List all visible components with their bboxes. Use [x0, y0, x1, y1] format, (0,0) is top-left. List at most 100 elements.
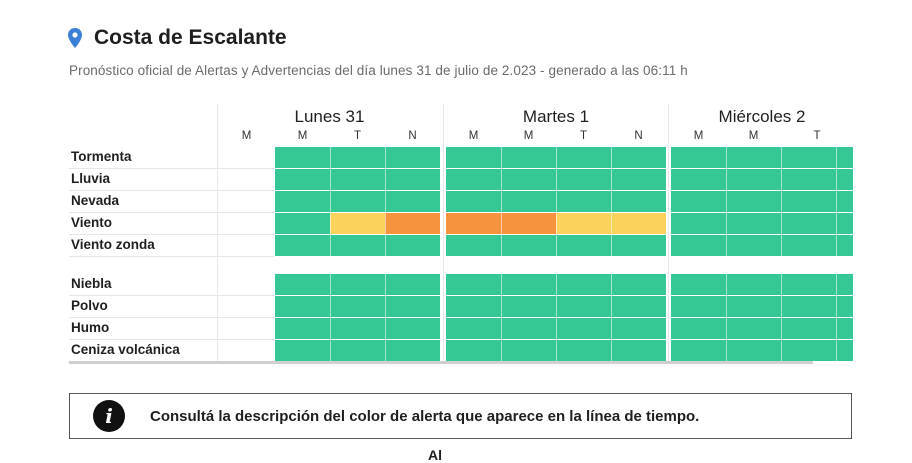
alert-cell[interactable] [275, 191, 330, 212]
slot-separator [611, 274, 612, 361]
alert-cell[interactable] [781, 147, 853, 168]
alert-cell[interactable] [385, 318, 440, 339]
alert-cell[interactable] [611, 213, 666, 234]
alert-cell[interactable] [781, 169, 853, 190]
alert-cell[interactable] [275, 147, 330, 168]
row-label: Lluvia [71, 171, 111, 186]
alert-cell[interactable] [726, 340, 781, 361]
alert-cell[interactable] [501, 213, 556, 234]
alert-cell[interactable] [726, 235, 781, 256]
alert-cell[interactable] [781, 296, 853, 317]
alert-cell[interactable] [385, 169, 440, 190]
alert-cell[interactable] [446, 169, 501, 190]
alert-cell[interactable] [501, 274, 556, 295]
alert-cell[interactable] [556, 235, 611, 256]
info-icon: i [93, 400, 125, 432]
alert-cell[interactable] [446, 318, 501, 339]
alert-cell[interactable] [671, 213, 726, 234]
alert-cell[interactable] [330, 340, 385, 361]
alert-cell[interactable] [781, 274, 853, 295]
alert-cell[interactable] [330, 296, 385, 317]
alert-cell[interactable] [611, 147, 666, 168]
alert-cell[interactable] [385, 296, 440, 317]
alert-cell[interactable] [611, 296, 666, 317]
alert-cell[interactable] [781, 318, 853, 339]
alert-cell[interactable] [671, 191, 726, 212]
alert-cell[interactable] [385, 235, 440, 256]
alert-cell[interactable] [556, 213, 611, 234]
alert-cell[interactable] [556, 274, 611, 295]
alert-cell[interactable] [781, 213, 853, 234]
alert-cell[interactable] [611, 318, 666, 339]
slot-label: T [353, 130, 362, 142]
alert-cell[interactable] [330, 169, 385, 190]
alert-cell[interactable] [611, 274, 666, 295]
alert-cell[interactable] [446, 340, 501, 361]
alert-cell[interactable] [275, 235, 330, 256]
alert-cell[interactable] [556, 147, 611, 168]
alert-cell[interactable] [446, 274, 501, 295]
alert-cell[interactable] [275, 340, 330, 361]
alert-cell[interactable] [275, 213, 330, 234]
alert-cell[interactable] [726, 213, 781, 234]
alert-cell[interactable] [726, 296, 781, 317]
alert-cell[interactable] [501, 318, 556, 339]
row-divider [69, 212, 274, 213]
alert-cell[interactable] [671, 274, 726, 295]
row-divider [69, 168, 274, 169]
alert-cell[interactable] [385, 191, 440, 212]
alert-cell[interactable] [446, 147, 501, 168]
alert-cell[interactable] [385, 147, 440, 168]
alert-cell[interactable] [671, 169, 726, 190]
alert-cell[interactable] [330, 318, 385, 339]
alert-cell[interactable] [611, 169, 666, 190]
alert-cell[interactable] [556, 318, 611, 339]
row-label: Nevada [71, 193, 120, 208]
alert-cell[interactable] [726, 147, 781, 168]
alert-cell[interactable] [385, 213, 440, 234]
alert-cell[interactable] [501, 296, 556, 317]
alert-cell[interactable] [501, 235, 556, 256]
alert-cell[interactable] [671, 340, 726, 361]
alert-cell[interactable] [611, 235, 666, 256]
alert-cell[interactable] [501, 340, 556, 361]
alert-cell[interactable] [556, 191, 611, 212]
alert-cell[interactable] [330, 274, 385, 295]
alert-cell[interactable] [781, 191, 853, 212]
alert-cell[interactable] [446, 213, 501, 234]
row-label: Tormenta [71, 149, 132, 164]
alert-cell[interactable] [501, 147, 556, 168]
alert-cell[interactable] [446, 296, 501, 317]
alert-cell[interactable] [385, 340, 440, 361]
alert-cell[interactable] [781, 235, 853, 256]
alert-cell[interactable] [611, 191, 666, 212]
alert-cell[interactable] [275, 274, 330, 295]
alert-cell[interactable] [330, 213, 385, 234]
alert-cell[interactable] [726, 318, 781, 339]
alert-cell[interactable] [330, 191, 385, 212]
alert-cell[interactable] [446, 235, 501, 256]
alert-cell[interactable] [556, 296, 611, 317]
alert-cell[interactable] [501, 169, 556, 190]
alert-cell[interactable] [611, 340, 666, 361]
alert-cell[interactable] [275, 169, 330, 190]
timeline-scrollbar[interactable] [69, 361, 813, 364]
alert-cell[interactable] [671, 147, 726, 168]
alert-cell[interactable] [671, 318, 726, 339]
alert-cell[interactable] [726, 191, 781, 212]
alert-cell[interactable] [501, 191, 556, 212]
alert-cell[interactable] [446, 191, 501, 212]
alert-cell[interactable] [671, 235, 726, 256]
alert-cell[interactable] [556, 169, 611, 190]
alert-cell[interactable] [671, 296, 726, 317]
alert-cell[interactable] [556, 340, 611, 361]
alert-cell[interactable] [726, 274, 781, 295]
alert-cell[interactable] [385, 274, 440, 295]
alert-cell[interactable] [275, 296, 330, 317]
day-label: Lunes 31 [294, 107, 365, 126]
alert-cell[interactable] [330, 235, 385, 256]
alert-cell[interactable] [275, 318, 330, 339]
alert-cell[interactable] [330, 147, 385, 168]
alert-cell[interactable] [781, 340, 853, 361]
alert-cell[interactable] [726, 169, 781, 190]
